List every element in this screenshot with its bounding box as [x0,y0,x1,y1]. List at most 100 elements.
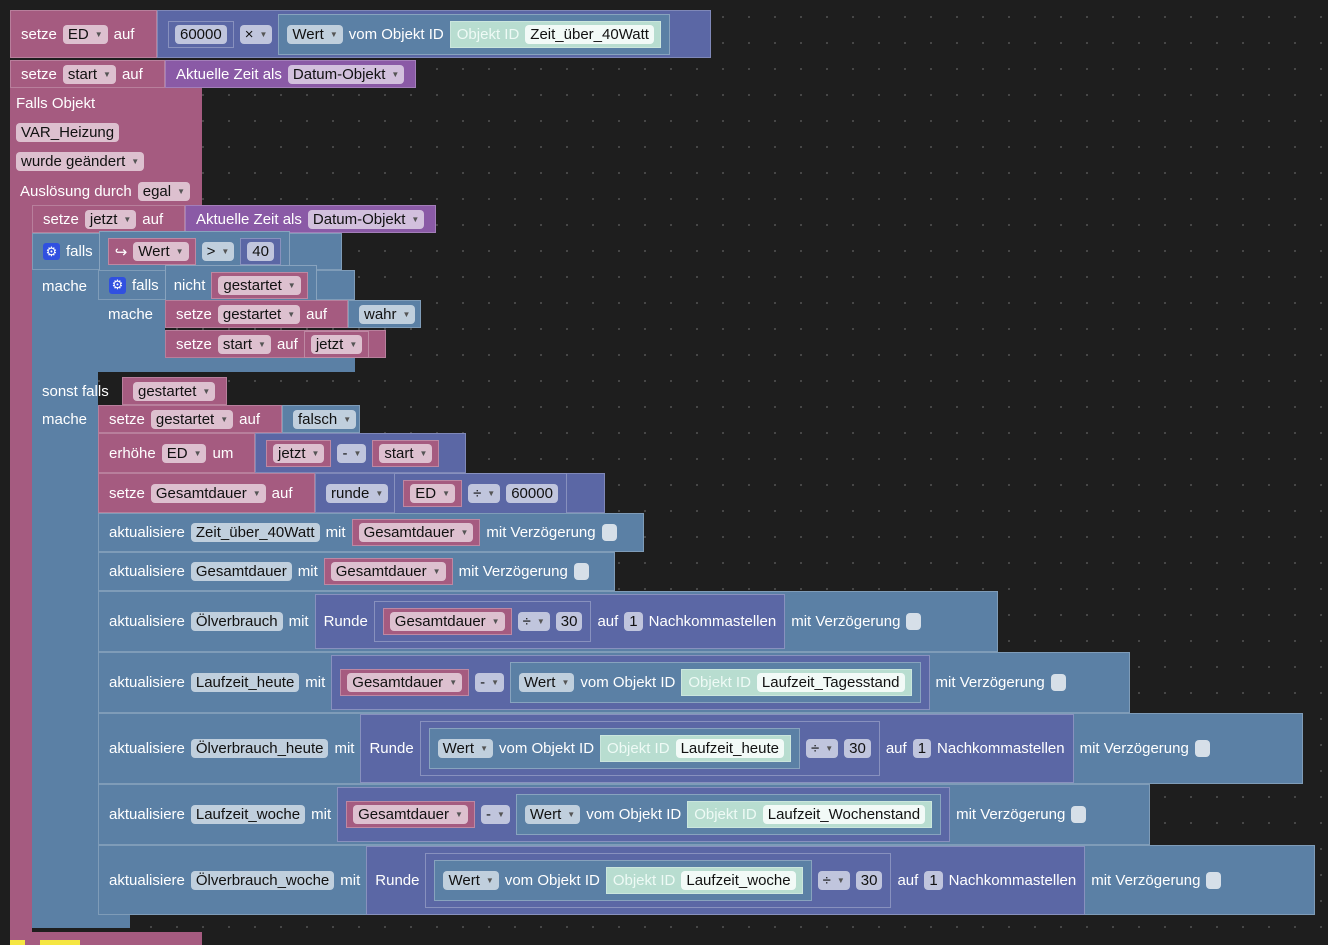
pink-block[interactable]: start ▼ [372,439,440,467]
pink-block[interactable]: ↪ Wert ▼ [107,238,196,265]
set-variable-block[interactable]: setze start ▼ auf jetzt ▼ [165,330,386,358]
dropdown-u4-wert[interactable]: Wert ▼ [519,673,575,692]
math-block[interactable]: 40 [240,238,281,265]
math-block[interactable]: Wert ▼ vom Objekt ID Objekt ID Laufzeit_heut… [419,721,880,776]
update-state-block[interactable]: aktualisiere Gesamtdauer mit Gesamtdauer ▼ mi… [98,552,615,591]
update-state-block[interactable]: aktualisiere Zeit_über_40Watt mit Gesamtdau… [98,513,644,552]
update-state-block[interactable]: aktualisiere Laufzeit_woche mit Gesamtdauer… [98,784,1150,845]
field-s5-num[interactable]: 60000 [506,483,558,503]
pink-block[interactable]: jetzt ▼ [303,330,370,358]
set-variable-block[interactable]: setze start ▼ auf [10,60,165,88]
dropdown-u3-op[interactable]: ÷ ▼ [517,612,550,631]
field-if1-num[interactable]: 40 [247,242,274,261]
field-u4-id[interactable]: Laufzeit_Tagesstand [756,673,905,692]
set-variable-block[interactable]: setze gestartet ▼ auf [165,300,348,328]
inner-if-block[interactable]: ⚙ falls nicht gestartet ▼ [98,264,355,306]
field-r1-num[interactable]: 60000 [175,24,227,44]
pink-block[interactable]: Gesamtdauer ▼ [351,519,481,546]
blue-block[interactable]: Wert ▼ vom Objekt ID Objekt ID Laufzeit_woch… [434,859,812,901]
object-id-block[interactable]: Objekt ID Zeit_über_40Watt [449,20,661,48]
dropdown-s4-op[interactable]: - ▼ [337,443,367,463]
field-u3-num[interactable]: 30 [555,612,583,631]
field-u5-obj[interactable]: Ölverbrauch_heute [190,739,329,758]
object-id-block[interactable]: Objekt ID Laufzeit_woche [605,866,803,894]
field-u3-dec[interactable]: 1 [624,612,643,631]
math-block[interactable]: 60000 [168,20,234,48]
if-block[interactable]: ⚙ falls ↪ Wert ▼ > ▼ 40 [32,231,342,272]
arithmetic-block[interactable]: Gesamtdauer ▼ - ▼ Wert ▼ vom Objekt ID Objekt I… [337,787,951,842]
pink-block[interactable]: Gesamtdauer ▼ [340,669,470,696]
update-state-block[interactable]: aktualisiere Laufzeit_heute mit Gesamtdauer… [98,652,1130,713]
object-id-block[interactable]: Objekt ID Laufzeit_heute [600,735,791,762]
pink-block[interactable]: Gesamtdauer ▼ [346,801,475,828]
dropdown-u3-var[interactable]: Gesamtdauer ▼ [389,612,505,631]
pink-block[interactable]: jetzt ▼ [266,439,332,467]
dropdown-u5-wert[interactable]: Wert ▼ [437,739,493,758]
arithmetic-block[interactable]: jetzt ▼ - ▼ start ▼ [255,433,466,473]
dropdown-s2-var[interactable]: start ▼ [217,334,271,354]
dropdown-s4-var[interactable]: ED ▼ [161,443,207,463]
dropdown-r1-op[interactable]: × ▼ [239,24,273,44]
object-id-block[interactable]: Objekt ID Laufzeit_Wochenstand [687,801,933,828]
update-state-block[interactable]: aktualisiere Ölverbrauch_woche mit Runde Wer… [98,845,1315,915]
boolean-block[interactable]: wahr ▼ [348,300,421,328]
arithmetic-block[interactable]: Gesamtdauer ▼ - ▼ Wert ▼ vom Objekt ID Objekt I… [331,655,930,710]
blue-block[interactable]: Wert ▼ vom Objekt ID Objekt ID Laufzeit_Woch… [515,794,942,835]
field-u7-dec[interactable]: 1 [924,870,943,890]
delay-checkbox[interactable] [573,563,589,580]
blue-block[interactable]: Wert ▼ vom Objekt ID Objekt ID Laufzeit_Tage… [510,662,921,703]
dropdown-s2-val[interactable]: jetzt ▼ [310,334,363,354]
dropdown-r3-fmt[interactable]: Datum-Objekt ▼ [307,209,425,229]
delay-checkbox[interactable] [906,613,922,630]
delay-checkbox[interactable] [1050,674,1066,691]
not-block[interactable]: nicht gestartet ▼ [164,264,317,306]
dropdown-u7-wert[interactable]: Wert ▼ [443,870,499,890]
delay-checkbox[interactable] [1071,806,1087,823]
field-u5-dec[interactable]: 1 [912,739,932,758]
dropdown-r1-var[interactable]: ED ▼ [62,24,108,44]
delay-checkbox[interactable] [1206,871,1222,889]
dropdown-u4-var[interactable]: Gesamtdauer ▼ [347,673,463,692]
field-u1-obj[interactable]: Zeit_über_40Watt [190,523,320,542]
dropdown-s1-var[interactable]: gestartet ▼ [217,304,301,324]
field-ev-obj[interactable]: VAR_Heizung [16,122,120,142]
dropdown-if2-var[interactable]: gestartet ▼ [218,275,301,295]
field-u7-id[interactable]: Laufzeit_woche [681,870,796,890]
current-time-block[interactable]: Aktuelle Zeit als Datum-Objekt ▼ [185,205,436,233]
dropdown-u4-op[interactable]: - ▼ [475,673,505,692]
round-block[interactable]: runde ▼ ED ▼ ÷ ▼ 60000 [315,472,605,514]
arithmetic-block[interactable]: 60000 × ▼ Wert ▼ vom Objekt ID Objekt ID Zeit_ü… [157,10,711,58]
dropdown-if1-op[interactable]: > ▼ [201,242,235,261]
get-value-block[interactable]: Wert ▼ vom Objekt ID Objekt ID Zeit_über_40W… [278,13,670,55]
set-variable-block[interactable]: setze gestartet ▼ auf [98,405,282,433]
math-block[interactable]: ED ▼ ÷ ▼ 60000 [394,472,567,514]
round-block[interactable]: Runde Gesamtdauer ▼ ÷ ▼ 30 auf 1 Nachkommastelle… [314,594,786,649]
field-u2-obj[interactable]: Gesamtdauer [190,562,292,581]
set-variable-block[interactable]: setze ED ▼ auf [10,10,157,58]
dropdown-r1-wert[interactable]: Wert ▼ [287,24,343,44]
dropdown-u6-op[interactable]: - ▼ [480,805,510,824]
dropdown-s5-op[interactable]: ÷ ▼ [468,483,501,503]
field-u7-num[interactable]: 30 [855,870,883,890]
boolean-block[interactable]: falsch ▼ [282,405,360,433]
dropdown-s5-var[interactable]: Gesamtdauer ▼ [150,483,266,503]
dropdown-r2-fmt[interactable]: Datum-Objekt ▼ [287,64,405,84]
dropdown-elif-var[interactable]: gestartet ▼ [133,381,216,401]
dropdown-r2-var[interactable]: start ▼ [62,64,116,84]
field-u6-obj[interactable]: Laufzeit_woche [190,805,306,824]
delay-checkbox[interactable] [1194,740,1210,757]
pink-block[interactable]: ED ▼ [403,479,463,507]
dropdown-if1-wert[interactable]: Wert ▼ [133,242,189,261]
pink-block[interactable]: Gesamtdauer ▼ [323,558,453,585]
dropdown-s3-var[interactable]: gestartet ▼ [150,409,234,429]
pink-block[interactable]: Gesamtdauer ▼ [382,608,512,635]
dropdown-s5-a[interactable]: ED ▼ [410,483,456,503]
dropdown-s5-runde[interactable]: runde ▼ [326,483,389,503]
field-u5-num[interactable]: 30 [844,739,871,758]
math-block[interactable]: Wert ▼ vom Objekt ID Objekt ID Laufzeit_woch… [425,852,892,908]
gear-icon[interactable]: ⚙ [109,276,126,294]
dropdown-u5-op[interactable]: ÷ ▼ [805,739,839,758]
update-state-block[interactable]: aktualisiere Ölverbrauch_heute mit Runde Wer… [98,713,1303,784]
field-u3-obj[interactable]: Ölverbrauch [190,612,283,631]
round-block[interactable]: Runde Wert ▼ vom Objekt ID Objekt ID Laufzeit… [360,714,1074,783]
